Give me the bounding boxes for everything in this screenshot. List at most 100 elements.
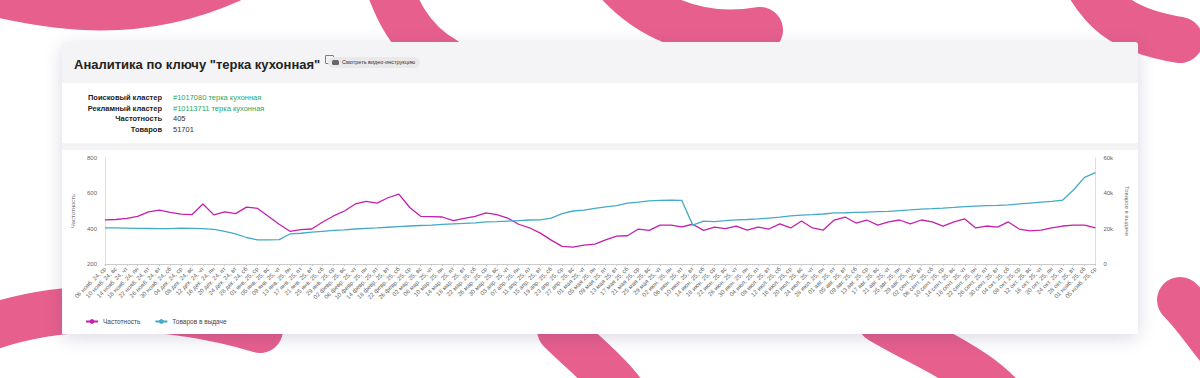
svg-text:26 февр. 25, ср: 26 февр. 25, ср [377, 265, 412, 301]
svg-text:07 апр. 25, пн: 07 апр. 25, пн [489, 265, 521, 297]
svg-text:14 сент. 25, вс: 14 сент. 25, вс [923, 265, 957, 298]
svg-text:05 янв. 25, вс: 05 янв. 25, вс [239, 265, 271, 297]
svg-text:06 нояб. 24, ср: 06 нояб. 24, ср [73, 265, 108, 300]
svg-text:18 сент. 25, чт: 18 сент. 25, чт [935, 265, 967, 298]
svg-text:13 авг. 25, ср: 13 авг. 25, ср [839, 265, 869, 296]
svg-text:22 июн. 25, вс: 22 июн. 25, вс [695, 265, 728, 298]
svg-text:22 сент. 25, пн: 22 сент. 25, пн [945, 265, 978, 299]
svg-text:30 сент. 25, вт: 30 сент. 25, вт [967, 265, 1000, 298]
svg-text:60k: 60k [1103, 155, 1114, 161]
svg-text:17 авг. 25, вс: 17 авг. 25, вс [850, 265, 880, 296]
svg-text:200: 200 [87, 261, 98, 267]
svg-text:26 июн. 25, чт: 26 июн. 25, чт [706, 265, 739, 298]
svg-text:21 мая 25, ср: 21 мая 25, ср [610, 265, 641, 297]
svg-text:14 мар. 25, пт: 14 мар. 25, пт [424, 265, 456, 298]
svg-text:13 мая 25, вт: 13 мая 25, вт [588, 265, 619, 296]
svg-text:18 нояб. 24, пн: 18 нояб. 24, пн [106, 265, 140, 300]
svg-text:27 апр. 25, вс: 27 апр. 25, вс [544, 265, 576, 297]
svg-text:06 июн. 25, пт: 06 июн. 25, пт [652, 265, 684, 298]
svg-text:30 июн. 25, пн: 30 июн. 25, пн [717, 265, 750, 298]
svg-text:Частотность: Частотность [70, 194, 76, 229]
svg-text:20 июл. 25, вс: 20 июл. 25, вс [771, 265, 804, 298]
svg-text:14 июн. 25, сб: 14 июн. 25, сб [673, 265, 706, 298]
svg-text:24 дек. 24, вт: 24 дек. 24, вт [207, 265, 238, 297]
svg-text:Частотность: Частотность [103, 318, 141, 325]
svg-text:13 янв. 25, пн: 13 янв. 25, пн [261, 265, 293, 297]
svg-text:21 авг. 25, чт: 21 авг. 25, чт [861, 265, 891, 296]
svg-text:16 дек. 24, пн: 16 дек. 24, пн [185, 265, 216, 297]
svg-text:29 мая 25, чт: 29 мая 25, чт [632, 265, 663, 296]
svg-text:30 мар. 25, вс: 30 мар. 25, вс [467, 265, 499, 298]
svg-text:01 авг. 25, пт: 01 авг. 25, пт [806, 265, 837, 296]
svg-text:12 окт. 25, вс: 12 окт. 25, вс [1002, 265, 1033, 296]
svg-text:01 нояб. 25, сб: 01 нояб. 25, сб [1053, 265, 1087, 300]
svg-text:25 янв. 25, сб: 25 янв. 25, сб [293, 265, 325, 297]
svg-text:26 нояб. 24, вт: 26 нояб. 24, вт [128, 265, 162, 299]
svg-text:17 янв. 25, пт: 17 янв. 25, пт [272, 265, 303, 297]
svg-text:21 янв. 25, вт: 21 янв. 25, вт [283, 265, 314, 297]
svg-text:05 нояб. 25, ср: 05 нояб. 25, ср [1064, 265, 1098, 299]
svg-text:22 нояб. 24, пт: 22 нояб. 24, пт [117, 265, 151, 300]
svg-text:19 апр. 25, сб: 19 апр. 25, сб [522, 265, 554, 297]
svg-text:05 авг. 25, вт: 05 авг. 25, вт [818, 265, 848, 296]
svg-text:04 июл. 25, пт: 04 июл. 25, пт [728, 265, 761, 298]
svg-text:12 июл. 25, сб: 12 июл. 25, сб [749, 265, 782, 298]
svg-text:10 июн. 25, вт: 10 июн. 25, вт [663, 265, 695, 298]
svg-text:600: 600 [87, 190, 98, 196]
svg-text:02 мар. 25, вс: 02 мар. 25, вс [391, 265, 423, 298]
svg-text:24 июл. 25, чт: 24 июл. 25, чт [783, 265, 815, 298]
svg-text:Товаров в выдаче: Товаров в выдаче [1124, 186, 1130, 237]
svg-text:15 апр. 25, вт: 15 апр. 25, вт [511, 265, 543, 297]
svg-text:400: 400 [87, 226, 98, 232]
svg-text:40k: 40k [1103, 190, 1114, 196]
svg-text:800: 800 [87, 155, 98, 161]
svg-text:05 мая 25, пн: 05 мая 25, пн [566, 265, 597, 297]
svg-text:04 дек. 24, ср: 04 дек. 24, ср [152, 265, 184, 297]
svg-text:28 дек. 24, сб: 28 дек. 24, сб [217, 265, 249, 297]
svg-text:Товаров в выдаче: Товаров в выдаче [172, 318, 227, 326]
svg-text:08 дек. 24, вс: 08 дек. 24, вс [163, 265, 195, 297]
svg-text:10 сент. 25, ср: 10 сент. 25, ср [912, 265, 946, 299]
svg-text:01 мая 25, чт: 01 мая 25, чт [555, 265, 586, 296]
svg-text:16 июл. 25, ср: 16 июл. 25, ср [760, 265, 793, 298]
svg-text:06 февр. 25, чт: 06 февр. 25, чт [323, 265, 358, 300]
svg-text:06 мар. 25, чт: 06 мар. 25, чт [402, 265, 434, 298]
svg-text:10 мар. 25, пн: 10 мар. 25, пн [412, 265, 445, 298]
svg-text:08 окт. 25, ср: 08 окт. 25, ср [991, 265, 1022, 296]
svg-text:02 февр. 25, вс: 02 февр. 25, вс [312, 265, 347, 301]
svg-text:20k: 20k [1103, 226, 1114, 232]
svg-text:17 мая 25, сб: 17 мая 25, сб [599, 265, 630, 297]
svg-text:02 июн. 25, пн: 02 июн. 25, пн [641, 265, 674, 298]
svg-text:11 апр. 25, пт: 11 апр. 25, пт [501, 265, 532, 297]
svg-text:25 авг. 25, пн: 25 авг. 25, пн [871, 265, 902, 296]
svg-text:08 июл. 25, вт: 08 июл. 25, вт [739, 265, 771, 298]
svg-text:09 авг. 25, сб: 09 авг. 25, сб [828, 265, 859, 296]
svg-text:20 дек. 24, пт: 20 дек. 24, пт [196, 265, 227, 297]
svg-text:01 янв. 25, ср: 01 янв. 25, ср [228, 265, 260, 297]
svg-text:30 нояб. 24, сб: 30 нояб. 24, сб [138, 265, 173, 300]
svg-text:06 сент. 25, сб: 06 сент. 25, сб [901, 265, 935, 299]
svg-text:12 дек. 24, чт: 12 дек. 24, чт [174, 265, 206, 297]
svg-text:14 нояб. 24, чт: 14 нояб. 24, чт [95, 265, 129, 299]
svg-text:22 февр. 25, сб: 22 февр. 25, сб [366, 265, 401, 301]
svg-text:18 февр. 25, вт: 18 февр. 25, вт [356, 265, 391, 300]
svg-text:18 мар. 25, вт: 18 мар. 25, вт [435, 265, 467, 298]
svg-text:25 мая 25, вс: 25 мая 25, вс [621, 265, 652, 297]
svg-text:29 янв. 25, ср: 29 янв. 25, ср [304, 265, 336, 297]
svg-text:10 нояб. 24, вс: 10 нояб. 24, вс [84, 265, 118, 300]
svg-text:10 февр. 25, пн: 10 февр. 25, пн [333, 265, 369, 301]
svg-text:18 июн. 25, ср: 18 июн. 25, ср [684, 265, 717, 298]
svg-text:09 янв. 25, чт: 09 янв. 25, чт [250, 265, 282, 297]
svg-text:26 мар. 25, ср: 26 мар. 25, ср [456, 265, 489, 298]
svg-text:09 мая 25, пт: 09 мая 25, пт [577, 265, 608, 296]
svg-text:22 мар. 25, сб: 22 мар. 25, сб [445, 265, 478, 298]
svg-text:14 февр. 25, пт: 14 февр. 25, пт [345, 265, 380, 301]
svg-text:02 сент. 25, вт: 02 сент. 25, вт [891, 265, 924, 298]
svg-text:26 сент. 25, пт: 26 сент. 25, пт [956, 265, 989, 298]
svg-text:16 окт. 25, чт: 16 окт. 25, чт [1013, 265, 1044, 296]
svg-text:28 июл. 25, пн: 28 июл. 25, пн [793, 265, 826, 298]
svg-text:0: 0 [1103, 261, 1107, 267]
svg-text:04 окт. 25, сб: 04 окт. 25, сб [980, 265, 1011, 296]
svg-text:23 апр. 25, ср: 23 апр. 25, ср [533, 265, 565, 297]
svg-text:03 апр. 25, чт: 03 апр. 25, чт [479, 265, 510, 297]
